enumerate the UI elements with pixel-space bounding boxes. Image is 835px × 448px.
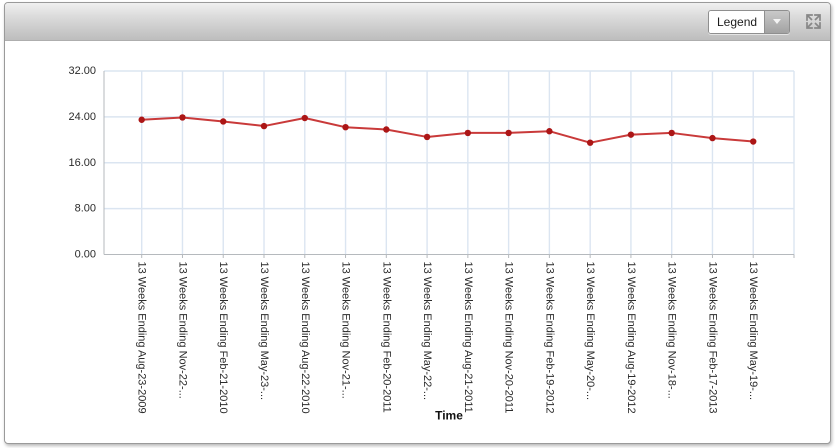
y-tick-label: 24.00 [68, 111, 96, 123]
y-tick-label: 8.00 [75, 203, 96, 215]
legend-dropdown-arrow-button[interactable] [764, 10, 789, 33]
line-chart: 0.00 8.00 16.00 24.00 32.00 13 Weeks Ending A… [68, 65, 795, 423]
data-point[interactable] [464, 129, 472, 137]
chart-widget: Legend 0.00 8.00 16.00 24.00 32.00 13 Weeks E… [4, 2, 831, 444]
data-point[interactable] [505, 129, 512, 137]
legend-dropdown-value[interactable]: Legend [709, 10, 764, 33]
data-point[interactable] [668, 129, 675, 137]
series-line [141, 116, 754, 144]
chart-content-area: 0.00 8.00 16.00 24.00 32.00 13 Weeks Ending A… [5, 41, 830, 443]
x-tick-label: 13 Weeks Ending Aug-22-2010 [299, 262, 311, 414]
x-tick-label: 13 Weeks Ending Nov-22-... [176, 262, 188, 399]
x-tick-label: 13 Weeks Ending Aug-21-2011 [462, 262, 474, 413]
data-point[interactable] [709, 134, 716, 142]
data-point[interactable] [179, 114, 186, 121]
widget-header: Legend [5, 3, 830, 41]
x-axis-title: Time [435, 409, 463, 423]
chevron-down-icon [773, 19, 781, 24]
data-point[interactable] [423, 133, 431, 141]
x-tick-label: 13 Weeks Ending Nov-21-... [340, 262, 352, 399]
data-point[interactable] [138, 116, 145, 123]
x-tick-label: 13 Weeks Ending Feb-20-2011 [380, 262, 392, 413]
x-tick-label: 13 Weeks Ending Nov-18-... [666, 262, 678, 399]
x-tick-label: 13 Weeks Ending Feb-21-2010 [217, 262, 229, 414]
x-tick-label: 13 Weeks Ending Feb-17-2013 [706, 262, 718, 414]
data-point[interactable] [260, 122, 268, 130]
data-point[interactable] [383, 126, 390, 133]
x-tick-label: 13 Weeks Ending May-22-... [421, 262, 433, 401]
legend-dropdown[interactable]: Legend [708, 9, 790, 34]
y-tick-label: 0.00 [75, 249, 96, 261]
x-tick-label: 13 Weeks Ending May-19-... [747, 262, 759, 401]
y-tick-label: 32.00 [68, 65, 96, 77]
data-point[interactable] [750, 138, 757, 145]
x-tick-label: 13 Weeks Ending Aug-19-2012 [625, 262, 637, 414]
maximize-icon [805, 14, 821, 29]
data-point[interactable] [301, 114, 308, 122]
x-tick-label: 13 Weeks Ending Feb-19-2012 [543, 262, 555, 414]
data-point[interactable] [342, 123, 349, 131]
header-controls: Legend [708, 3, 822, 40]
data-point[interactable] [546, 128, 553, 135]
data-point[interactable] [627, 131, 635, 138]
x-tick-label: 13 Weeks Ending Aug-23-2009 [136, 262, 148, 414]
x-tick-label: 13 Weeks Ending May-23-... [258, 262, 270, 401]
maximize-button[interactable] [804, 13, 822, 31]
data-point[interactable] [220, 118, 227, 125]
y-tick-label: 16.00 [68, 157, 96, 169]
x-tick-label: 13 Weeks Ending Nov-20-2011 [503, 262, 515, 414]
data-point[interactable] [586, 139, 594, 146]
x-tick-label: 13 Weeks Ending May-20-... [584, 262, 596, 401]
